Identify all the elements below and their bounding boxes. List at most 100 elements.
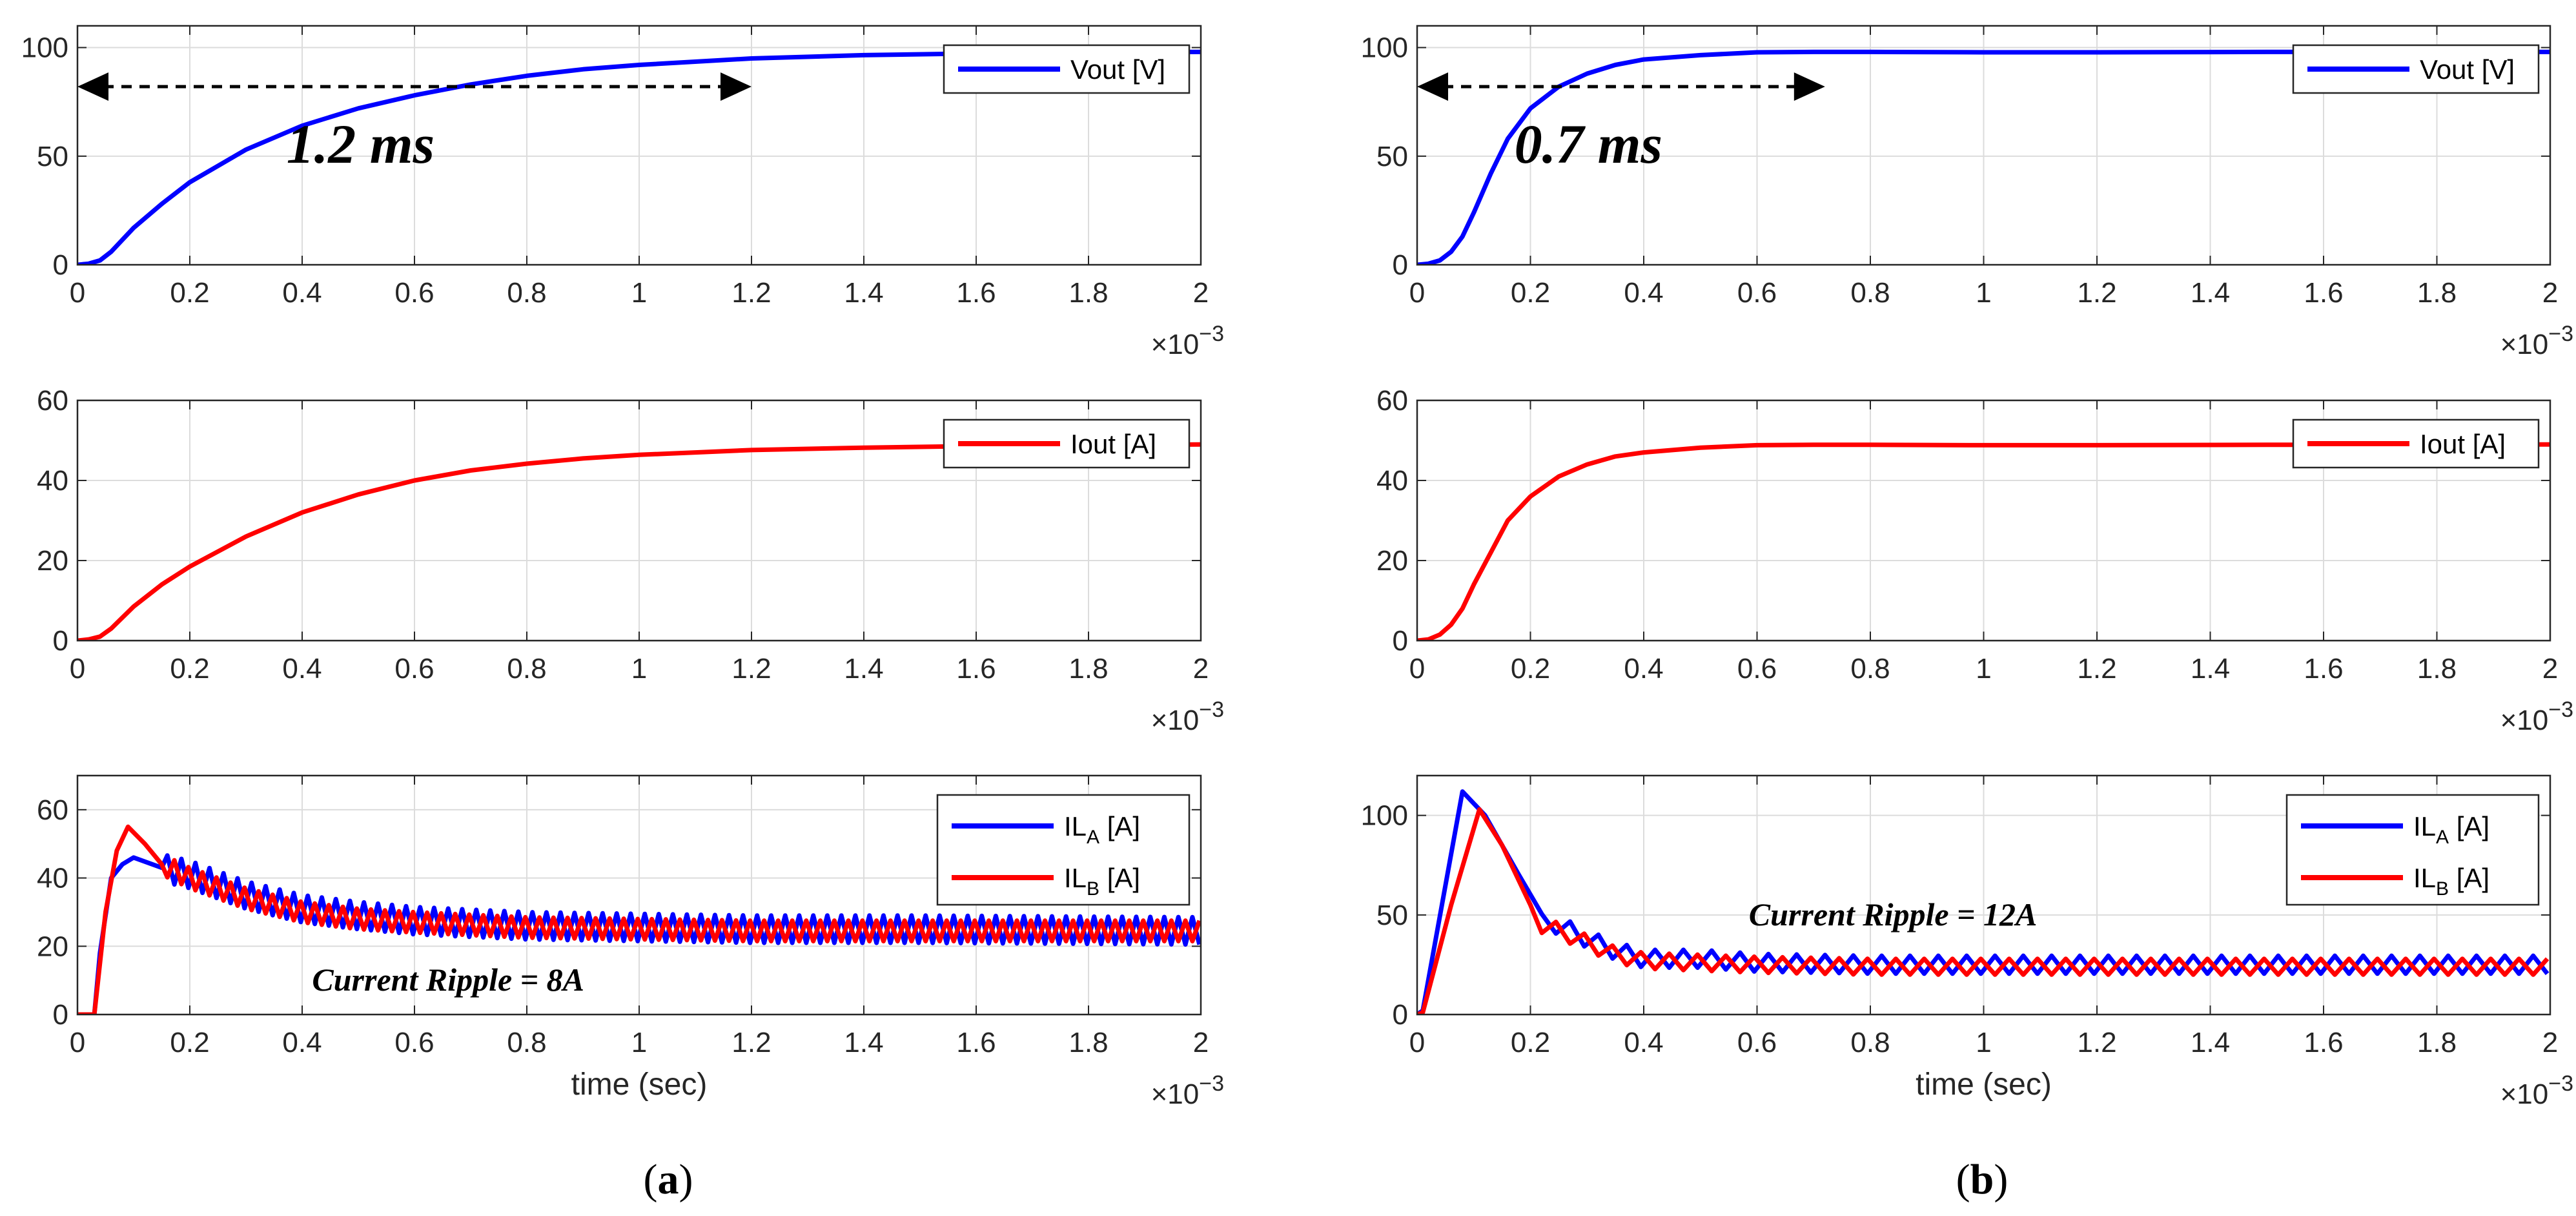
x-tick-label: 1.2: [731, 277, 771, 309]
legend-label: Vout [V]: [1070, 54, 1165, 85]
x-tick-label: 1: [1976, 277, 1991, 309]
y-tick-label: 50: [37, 141, 68, 172]
x-tick-label: 0.8: [507, 277, 546, 309]
x-tick-label: 2: [2542, 1027, 2558, 1058]
x-tick-label: 0.6: [1737, 277, 1777, 309]
x-tick-label: 2: [1193, 1027, 1209, 1058]
x-tick-label: 0.4: [1624, 277, 1663, 309]
legend-label: Iout [A]: [2420, 429, 2506, 459]
x-tick-label: 0.8: [1850, 653, 1890, 685]
x-tick-label: 1: [631, 653, 647, 685]
x-tick-label: 1.4: [2191, 653, 2230, 685]
x-tick-label: 1.8: [2417, 653, 2457, 685]
y-tick-label: 0: [1393, 999, 1408, 1031]
time-arrow: [77, 72, 751, 101]
y-tick-label: 60: [37, 385, 68, 417]
series-line-vout-v-: [1417, 49, 2550, 265]
x-tick-label: 1: [631, 277, 647, 309]
y-tick-label: 100: [1361, 800, 1408, 832]
time-annotation: 1.2 ms: [287, 113, 434, 175]
y-tick-label: 60: [37, 794, 68, 826]
time-annotation: 0.7 ms: [1515, 113, 1662, 175]
subplot-a-iout: 0 0.2 0.4 0.6 0.8 1 1.2 1.4 1.6 1.8 20204060×10−3I…: [37, 385, 1224, 736]
x-exponent-label: ×10−3: [1151, 1071, 1224, 1110]
y-tick-label: 20: [37, 931, 68, 962]
legend-label: Vout [V]: [2420, 54, 2515, 85]
axes-box: [76, 25, 1202, 266]
x-tick-label: 1.2: [2077, 653, 2116, 685]
y-tick-label: 50: [1376, 141, 1408, 172]
legend: Vout [V]: [943, 44, 1191, 94]
x-tick-label: 0: [70, 277, 85, 309]
x-tick-label: 1.4: [844, 1027, 883, 1058]
x-tick-label: 1.6: [2304, 653, 2343, 685]
x-tick-label: 2: [2542, 653, 2558, 685]
y-tick-label: 40: [37, 465, 68, 497]
x-exponent-label: ×10−3: [1151, 322, 1224, 360]
axes-box: [1416, 774, 2551, 1016]
legend-label: ILB [A]: [1064, 863, 1140, 900]
subplot-a-il: 0 0.2 0.4 0.6 0.8 1 1.2 1.4 1.6 1.8 20204060×10−3t…: [37, 774, 1224, 1110]
series-line-vout-v-: [77, 49, 1201, 265]
legend: Iout [A]: [2292, 418, 2540, 469]
ripple-annotation: Current Ripple = 8A: [312, 962, 584, 998]
y-tick-label: 50: [1376, 900, 1408, 931]
x-tick-label: 0.2: [1511, 1027, 1550, 1058]
x-tick-label: 0: [1409, 653, 1425, 685]
legend: Iout [A]: [943, 418, 1191, 469]
x-tick-label: 0.2: [1511, 653, 1550, 685]
y-tick-label: 100: [21, 32, 68, 64]
legend-label: Iout [A]: [1070, 429, 1156, 459]
x-tick-label: 1.8: [1068, 1027, 1108, 1058]
y-tick-label: 0: [53, 999, 68, 1031]
x-tick-label: 1.4: [2191, 1027, 2230, 1058]
x-tick-label: 0: [70, 1027, 85, 1058]
legend-label: ILA [A]: [2413, 811, 2489, 848]
x-tick-label: 0.4: [1624, 1027, 1663, 1058]
x-tick-label: 1.8: [2417, 1027, 2457, 1058]
x-tick-label: 0.2: [1511, 277, 1550, 309]
x-tick-label: 0.4: [282, 1027, 322, 1058]
x-exponent-label: ×10−3: [1151, 697, 1224, 736]
ripple-annotation: Current Ripple = 12A: [1749, 896, 2038, 933]
y-tick-label: 0: [53, 249, 68, 281]
axes-box: [76, 399, 1202, 642]
x-tick-label: 2: [1193, 277, 1209, 309]
y-tick-label: 40: [37, 863, 68, 894]
x-tick-label: 0.4: [1624, 653, 1663, 685]
x-tick-label: 0.8: [1850, 1027, 1890, 1058]
x-tick-label: 0.4: [282, 653, 322, 685]
y-tick-label: 0: [53, 625, 68, 657]
x-tick-label: 1.6: [956, 277, 996, 309]
x-tick-label: 1.2: [731, 653, 771, 685]
x-exponent-label: ×10−3: [2500, 697, 2573, 736]
x-tick-label: 0.6: [394, 1027, 434, 1058]
plots: 0 0.2 0.4 0.6 0.8 1 1.2 1.4 1.6 1.8 2050100×10−3Vo…: [21, 25, 2573, 1110]
x-axis-label: time (sec): [571, 1067, 708, 1102]
x-tick-label: 1.8: [1068, 277, 1108, 309]
x-tick-label: 2: [1193, 653, 1209, 685]
x-tick-label: 0.2: [170, 653, 209, 685]
legend: ILA [A] ILB [A]: [2285, 794, 2540, 906]
legend: Vout [V]: [2292, 44, 2540, 94]
axes-box: [1416, 25, 2551, 266]
x-tick-label: 1.6: [956, 1027, 996, 1058]
axes-box: [76, 774, 1202, 1016]
y-tick-label: 20: [1376, 545, 1408, 577]
legend: ILA [A] ILB [A]: [936, 794, 1191, 906]
x-tick-label: 0.6: [394, 277, 434, 309]
x-tick-label: 0: [70, 653, 85, 685]
axes-box: [1416, 399, 2551, 642]
x-tick-label: 1.2: [2077, 1027, 2116, 1058]
x-tick-label: 0.4: [282, 277, 322, 309]
subplot-b-il: 0 0.2 0.4 0.6 0.8 1 1.2 1.4 1.6 1.8 2 0 50 100 ×10−3 ti…: [1361, 774, 2573, 1110]
x-tick-label: 1.2: [2077, 277, 2116, 309]
caption-b: (b): [1956, 1156, 2009, 1203]
series-line-iout-a-: [77, 442, 1201, 641]
x-tick-label: 0.2: [170, 1027, 209, 1058]
x-exponent-label: ×10−3: [2500, 322, 2573, 360]
x-tick-label: 1.8: [1068, 653, 1108, 685]
y-tick-label: 100: [1361, 32, 1408, 64]
x-exponent-label: ×10−3: [2500, 1071, 2573, 1110]
